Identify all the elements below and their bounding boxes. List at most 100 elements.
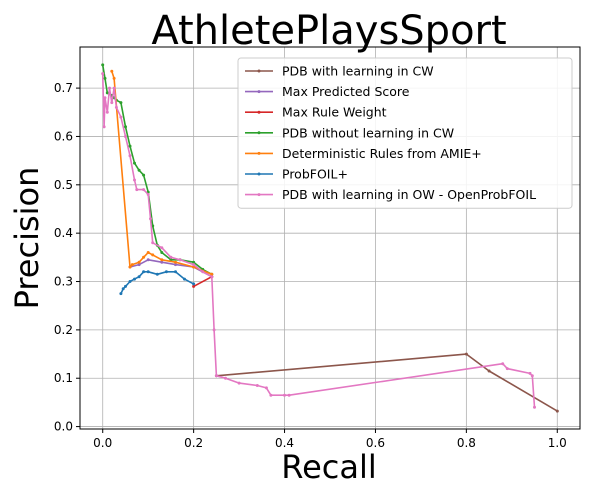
data-point [164, 270, 168, 274]
data-point [114, 105, 118, 109]
data-point [264, 386, 268, 390]
series-line [193, 275, 213, 288]
data-point [210, 275, 214, 279]
series-layer [101, 63, 559, 413]
data-point [160, 251, 164, 254]
data-point [119, 115, 123, 119]
data-point [210, 272, 214, 276]
data-point [183, 277, 186, 281]
data-point [505, 367, 509, 371]
data-point [487, 369, 491, 373]
legend-item: ProbFOIL+ [245, 167, 348, 182]
data-point [128, 265, 132, 269]
data-point [110, 101, 114, 105]
data-point [133, 161, 136, 165]
data-point [146, 193, 150, 196]
data-point [464, 352, 468, 356]
data-point [128, 154, 132, 158]
legend-item: PDB with learning in OW - OpenProbFOIL [245, 187, 536, 202]
series-6 [101, 72, 536, 409]
series-line [216, 353, 558, 412]
legend-marker [257, 193, 261, 197]
x-tick-label: 0.8 [457, 436, 476, 450]
data-point [124, 125, 127, 129]
data-point [103, 96, 107, 100]
data-point [533, 405, 536, 409]
data-point [142, 173, 146, 177]
data-point [137, 263, 141, 267]
data-point [212, 328, 216, 332]
ticks: 0.0 0.2 0.4 0.6 0.8 1.0 0.0 0.1 0.2 0.3 0.4 0.5 0.6 0… [54, 81, 567, 450]
legend-label: PDB with learning in CW [282, 64, 434, 79]
data-point [146, 270, 150, 274]
y-tick-label: 0.2 [54, 323, 73, 337]
legend-item: Deterministic Rules from AMIE+ [245, 146, 482, 161]
data-point [101, 72, 105, 76]
data-point [142, 270, 146, 274]
data-point [137, 260, 141, 264]
data-point [192, 265, 196, 269]
legend-box [237, 57, 573, 209]
legend-label: PDB without learning in CW [282, 125, 454, 140]
x-tick-label: 0.4 [275, 436, 294, 450]
data-point [174, 270, 177, 274]
data-point [124, 135, 127, 138]
y-tick-label: 0.7 [54, 81, 73, 95]
data-point [192, 263, 196, 267]
data-point [224, 376, 227, 380]
data-point [121, 287, 125, 291]
data-point [112, 76, 116, 80]
series-4 [110, 69, 214, 276]
data-point [160, 246, 164, 250]
data-point [101, 63, 105, 67]
data-point [155, 272, 159, 276]
data-point [160, 260, 164, 264]
x-axis-label: Recall [281, 448, 376, 486]
chart-title: AthletePlaysSport [151, 8, 506, 54]
data-point [174, 263, 177, 267]
data-point [119, 292, 123, 296]
legend-item: PDB with learning in CW [245, 64, 434, 79]
data-point [530, 374, 534, 378]
data-point [283, 393, 286, 397]
series-5 [119, 270, 196, 296]
x-tick-label: 0.6 [366, 436, 385, 450]
y-tick-label: 0.1 [54, 371, 73, 385]
legend-label: PDB with learning in OW - OpenProbFOIL [282, 187, 536, 202]
plot-frame [79, 46, 581, 430]
data-point [501, 362, 505, 366]
data-point [174, 260, 177, 264]
data-point [146, 251, 150, 254]
y-tick-label: 0.4 [54, 226, 73, 240]
data-point [128, 280, 132, 283]
data-point [192, 260, 196, 264]
data-point [146, 258, 150, 262]
y-tick-label: 0.6 [54, 129, 73, 143]
data-point [102, 125, 106, 129]
x-tick-label: 1.0 [548, 436, 567, 450]
data-point [130, 263, 134, 267]
data-point [110, 69, 114, 73]
data-point [135, 188, 139, 192]
legend-label: Max Predicted Score [282, 84, 410, 99]
legend-marker [257, 172, 261, 176]
data-point [269, 393, 273, 397]
y-tick-label: 0.0 [54, 420, 73, 434]
y-tick-label: 0.5 [54, 178, 73, 192]
x-tick-label: 0.2 [184, 436, 203, 450]
data-point [151, 253, 155, 257]
data-point [151, 241, 155, 245]
data-point [201, 270, 205, 274]
data-point [142, 188, 146, 192]
data-point [103, 76, 107, 80]
legend-item: PDB without learning in CW [245, 125, 454, 140]
legend-label: Max Rule Weight [282, 105, 387, 120]
legend-label: Deterministic Rules from AMIE+ [282, 146, 482, 161]
legend: PDB with learning in CW Max Predicted Sco… [237, 57, 573, 209]
y-tick-label: 0.3 [54, 275, 73, 289]
data-point [124, 284, 127, 288]
data-point [133, 277, 136, 281]
x-tick-label: 0.0 [93, 436, 112, 450]
data-point [149, 217, 152, 221]
data-point [160, 258, 164, 262]
